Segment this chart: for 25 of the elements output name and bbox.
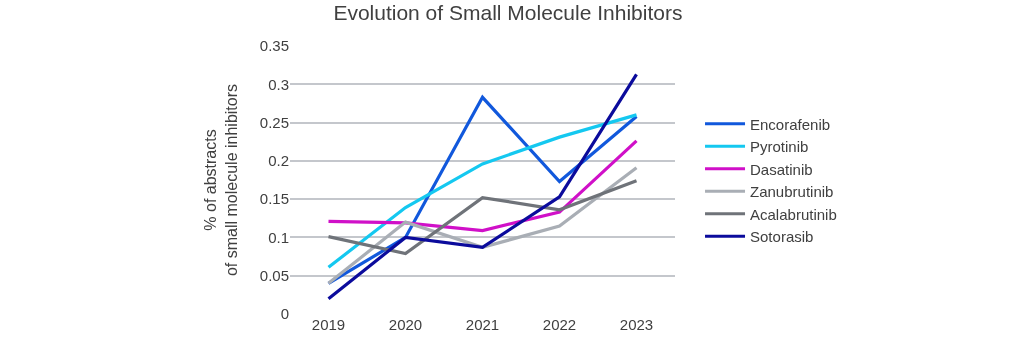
line-series: [326, 72, 639, 301]
x-tick-label: 2023: [619, 316, 654, 333]
legend-label: Acalabrutinib: [750, 205, 837, 223]
y-tick-label: 0.3: [268, 75, 289, 93]
y-tick-label: 0.25: [259, 113, 289, 131]
legend-label: Zanubrutinib: [750, 183, 834, 201]
legend-label: Sotorasib: [750, 228, 814, 246]
y-axis-title: % of abstracts of small molecule inhibitors: [201, 83, 240, 277]
x-tick-label: 2020: [388, 316, 423, 333]
y-tick-label: 0.2: [268, 152, 289, 170]
legend-label: Pyrotinib: [750, 138, 809, 156]
y-tick-label: 0: [280, 305, 289, 323]
line-series: [326, 179, 639, 256]
y-tick-label: 0.1: [268, 228, 289, 246]
x-tick-label: 2022: [542, 316, 577, 333]
y-tick-label: 0.05: [259, 266, 289, 284]
legend-label: Encorafenib: [750, 115, 831, 133]
y-tick-label: 0.35: [259, 37, 289, 55]
line-series: [326, 166, 639, 285]
line-series: [326, 113, 639, 269]
y-tick-label: 0.15: [259, 190, 289, 208]
chart-title: Evolution of Small Molecule Inhibitors: [333, 0, 683, 24]
x-tick-label: 2021: [465, 316, 500, 333]
legend-label: Dasatinib: [750, 160, 813, 178]
x-tick-label: 2019: [311, 316, 346, 333]
